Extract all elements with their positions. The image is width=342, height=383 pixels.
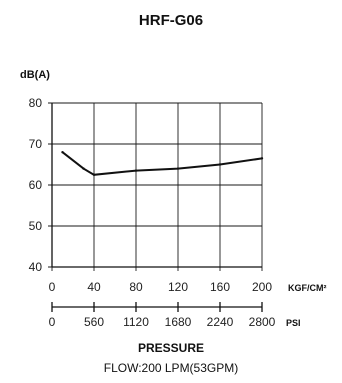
chart-title: HRF-G06: [139, 12, 203, 29]
series-line-0: [61, 151, 263, 176]
grid-layer: [48, 102, 263, 271]
tick-labels: 40 50 60 70 80 0 40 80 120 160 200 0 560 1120 1680 2240…: [29, 96, 276, 329]
axes-layer: [51, 103, 263, 312]
y-tick-label-60: 60: [29, 178, 43, 192]
x-tick-label-kgf-120: 120: [168, 280, 188, 294]
x-tick-label-kgf-80: 80: [129, 280, 143, 294]
data-point-0-1: [82, 167, 85, 170]
data-point-0-5: [218, 163, 222, 166]
data-point-0-3: [134, 169, 138, 172]
x-tick-label-psi-2800: 2800: [249, 315, 276, 329]
x-tick-label-psi-1680: 1680: [165, 315, 192, 329]
y-tick-label-70: 70: [29, 137, 43, 151]
x-axis-unit-psi: PSI: [286, 318, 301, 328]
series-layer: [61, 151, 264, 176]
data-point-0-2: [92, 173, 96, 176]
y-tick-label-40: 40: [29, 260, 43, 274]
x-tick-label-psi-0: 0: [49, 315, 56, 329]
x-tick-label-kgf-160: 160: [210, 280, 230, 294]
y-axis-label: dB(A): [20, 69, 50, 81]
y-tick-label-50: 50: [29, 219, 43, 233]
y-tick-label-80: 80: [29, 96, 43, 110]
x-tick-label-psi-1120: 1120: [123, 315, 149, 329]
x-tick-label-kgf-200: 200: [252, 280, 272, 294]
x-tick-label-psi-2240: 2240: [207, 315, 234, 329]
x-tick-label-kgf-40: 40: [87, 280, 101, 294]
flow-caption: FLOW:200 LPM(53GPM): [104, 361, 238, 375]
x-tick-label-psi-560: 560: [84, 315, 104, 329]
x-axis-unit-kgf: KGF/CM²: [288, 283, 327, 293]
data-point-0-6: [260, 157, 264, 160]
data-point-0-0: [61, 151, 64, 154]
x-tick-label-kgf-0: 0: [49, 280, 56, 294]
x-axis-title: PRESSURE: [138, 341, 204, 355]
data-point-0-4: [176, 167, 180, 170]
